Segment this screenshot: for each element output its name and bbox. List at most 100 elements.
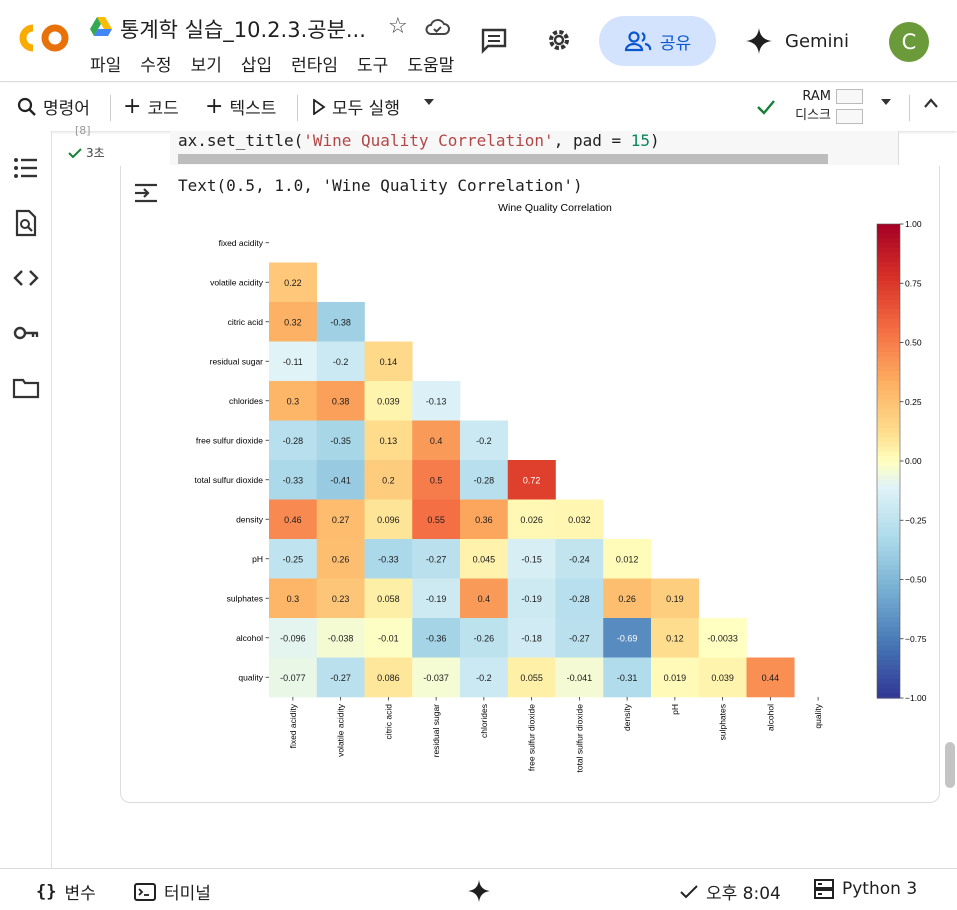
- colorbar-segment: [877, 622, 900, 628]
- heatmap-cell: [269, 499, 318, 540]
- resource-labels[interactable]: RAM 디스크: [793, 87, 831, 125]
- cloud-saved-icon[interactable]: [424, 16, 450, 38]
- command-palette-button[interactable]: 명령어: [17, 94, 90, 119]
- menu-file[interactable]: 파일: [90, 56, 122, 76]
- cell-value-label: 0.019: [664, 673, 687, 683]
- add-code-button[interactable]: + 코드: [123, 94, 179, 119]
- variables-button[interactable]: {} 변수: [36, 879, 96, 905]
- chevron-up-icon: [924, 98, 938, 108]
- colorbar-segment: [877, 318, 900, 325]
- cell-value-label: 0.12: [666, 633, 684, 643]
- gemini-spark-icon[interactable]: [467, 879, 491, 903]
- resources-dropdown[interactable]: [880, 97, 892, 107]
- colorbar-segment: [877, 679, 900, 685]
- disk-label: 디스크: [795, 108, 831, 123]
- y-tick-label: fixed acidity: [219, 238, 264, 248]
- braces-icon: {}: [36, 881, 57, 902]
- run-menu-dropdown[interactable]: [423, 97, 435, 107]
- menu-runtime[interactable]: 런타임: [291, 56, 339, 76]
- avatar[interactable]: C: [889, 22, 929, 62]
- drive-icon[interactable]: [90, 17, 112, 37]
- heatmap-cell: [507, 578, 556, 619]
- colorbar-segment: [877, 446, 900, 453]
- menu-edit[interactable]: 수정: [140, 56, 172, 76]
- heatmap-cell: [507, 618, 556, 658]
- comment-icon[interactable]: [479, 26, 509, 54]
- cell-value-label: 0.27: [332, 515, 350, 525]
- heatmap-cell: [364, 578, 413, 619]
- collapse-toolbar-button[interactable]: [923, 97, 939, 109]
- colorbar-segment: [877, 660, 900, 666]
- menu-insert[interactable]: 삽입: [240, 56, 273, 76]
- heatmap-cell: [364, 618, 413, 658]
- heatmap-cell: [603, 618, 652, 658]
- notebook-title[interactable]: 통계학 실습_10.2.3.공분...: [120, 18, 366, 42]
- x-tick-label: volatile acidity: [336, 703, 346, 757]
- colorbar-segment: [877, 503, 900, 509]
- x-tick-label: free sulfur dioxide: [527, 704, 537, 771]
- cell-value-label: -0.037: [423, 673, 449, 683]
- colorbar-segment: [877, 588, 900, 595]
- y-tick-label: total sulfur dioxide: [194, 475, 263, 485]
- colorbar-segment: [877, 380, 900, 386]
- colorbar-segment: [877, 607, 900, 614]
- cell-value-label: -0.28: [569, 594, 590, 604]
- page-vertical-scrollbar[interactable]: [945, 742, 955, 788]
- colorbar-segment: [877, 536, 900, 543]
- terminal-icon: [134, 882, 156, 901]
- colorbar-segment: [877, 479, 900, 486]
- x-tick-label: sulphates: [718, 704, 728, 740]
- execution-time-status[interactable]: 오후 8:04: [680, 879, 781, 904]
- add-text-button[interactable]: + 텍스트: [205, 94, 276, 119]
- colab-logo[interactable]: [16, 20, 72, 56]
- colorbar-segment: [877, 570, 900, 576]
- notebook-toolbar: 명령어 + 코드 + 텍스트 모두 실행 RAM 디스크: [0, 83, 957, 131]
- cell-value-label: 0.045: [473, 554, 496, 564]
- code-horizontal-scrollbar[interactable]: [178, 154, 828, 164]
- cell-value-label: 0.012: [616, 554, 639, 564]
- code-snippets-icon[interactable]: [12, 264, 40, 292]
- heatmap-cell: [269, 341, 318, 382]
- output-actions-icon[interactable]: [132, 180, 160, 206]
- colorbar-segment: [877, 437, 900, 443]
- code-line[interactable]: ax.set_title('Wine Quality Correlation',…: [178, 131, 660, 150]
- runtime-status[interactable]: Python 3: [814, 879, 917, 899]
- cell-value-label: -0.27: [330, 673, 351, 683]
- colorbar-segment: [877, 247, 900, 254]
- colorbar-tick-label: −1.00: [905, 693, 927, 703]
- terminal-button[interactable]: 터미널: [134, 879, 211, 904]
- cell-value-label: -0.0033: [707, 633, 738, 643]
- cell-value-label: 0.3: [287, 396, 300, 406]
- colorbar-segment: [877, 266, 900, 272]
- heatmap-cell: [364, 539, 413, 579]
- menu-bar: 파일 수정 보기 삽입 런타임 도구 도움말: [90, 51, 458, 76]
- folder-icon[interactable]: [12, 374, 40, 402]
- run-all-button[interactable]: 모두 실행: [312, 94, 400, 119]
- y-tick-label: alcohol: [236, 633, 263, 643]
- colorbar-tick-label: 0.25: [905, 397, 922, 407]
- gemini-button[interactable]: Gemini: [745, 22, 849, 60]
- colorbar-segment: [877, 451, 900, 457]
- caret-down-icon: [424, 99, 434, 105]
- colorbar-segment: [877, 347, 900, 353]
- people-icon: [624, 31, 652, 52]
- colorbar-segment: [877, 650, 900, 656]
- share-button[interactable]: 공유: [599, 16, 716, 66]
- colorbar-segment: [877, 517, 900, 524]
- gear-icon[interactable]: [545, 26, 573, 54]
- menu-help[interactable]: 도움말: [407, 56, 455, 76]
- find-in-document-icon[interactable]: [12, 209, 40, 237]
- cell-value-label: 0.72: [523, 475, 541, 485]
- cell-value-label: -0.28: [474, 475, 495, 485]
- toolbar-divider: [110, 95, 111, 121]
- heatmap-cell: [269, 618, 318, 658]
- heatmap-cell: [412, 420, 461, 461]
- star-icon[interactable]: ☆: [388, 14, 408, 39]
- menu-view[interactable]: 보기: [190, 56, 222, 76]
- secrets-key-icon[interactable]: [12, 319, 40, 347]
- disk-usage-bar: [836, 109, 863, 124]
- menu-tools[interactable]: 도구: [357, 56, 389, 76]
- cell-value-label: -0.038: [328, 633, 354, 643]
- table-of-contents-icon[interactable]: [12, 154, 40, 182]
- colorbar-segment: [877, 333, 900, 339]
